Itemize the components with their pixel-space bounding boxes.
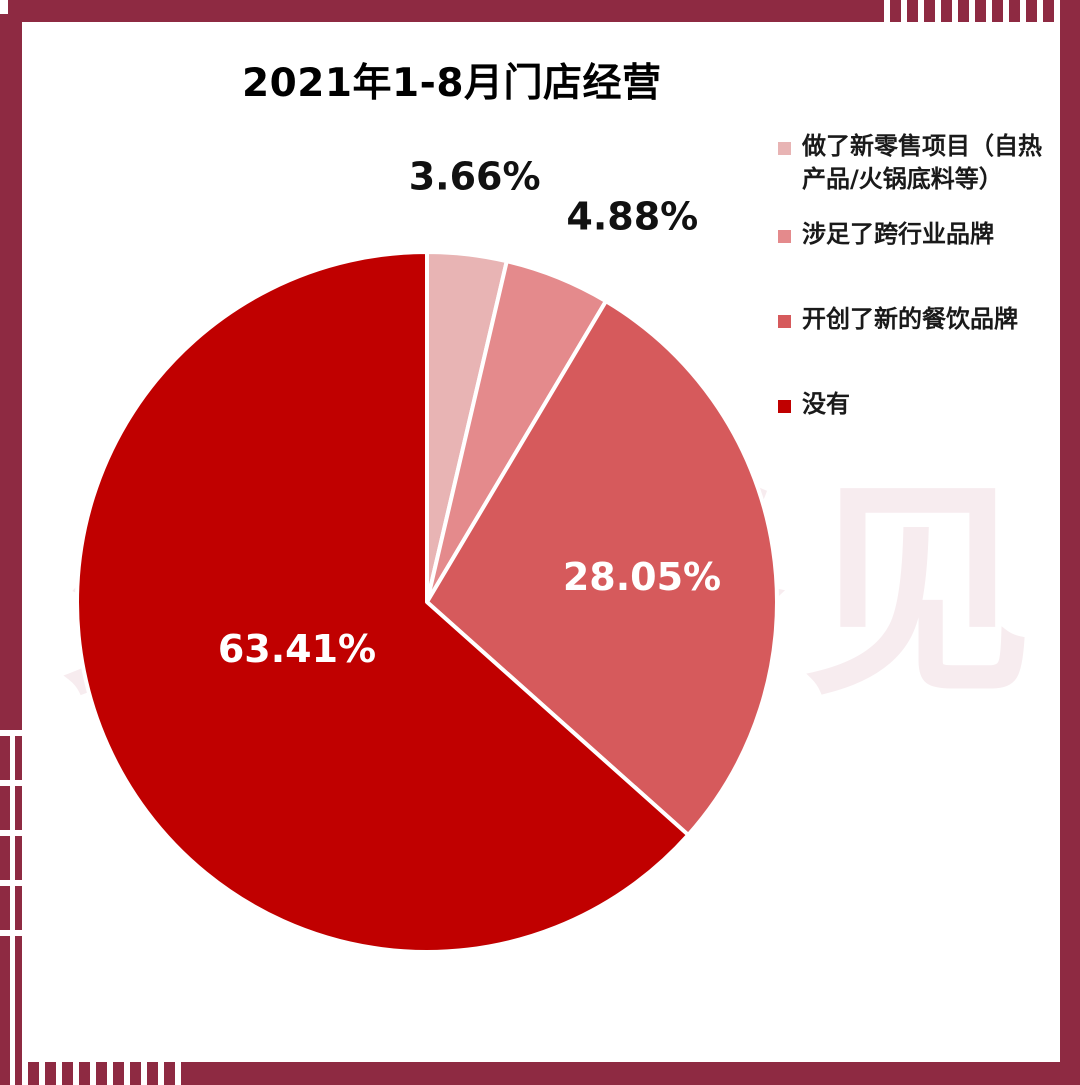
frame-stripe	[107, 1062, 113, 1085]
legend-label: 涉足了跨行业品牌	[802, 220, 994, 248]
frame-stripe	[1037, 0, 1043, 22]
slice-new-brand	[425, 299, 779, 837]
frame-stripe	[90, 1062, 96, 1085]
legend-label: 开创了新的餐饮品牌	[802, 305, 1018, 333]
frame-stripe	[952, 0, 958, 22]
legend-swatch	[778, 315, 791, 328]
data-label-new-brand: 28.05%	[563, 555, 721, 599]
frame-stripe	[969, 0, 975, 22]
frame-stripe	[175, 1062, 181, 1085]
frame-stripe	[935, 0, 941, 22]
frame-stripe	[0, 0, 8, 14]
frame-stripe	[22, 1062, 28, 1085]
legend-label: 做了新零售项目（自热产品/火锅底料等）	[802, 132, 1042, 193]
frame-stripe	[1054, 0, 1060, 22]
frame-stripe	[10, 730, 15, 1085]
frame-stripe	[39, 1062, 45, 1085]
data-label-cross-industry: 4.88%	[566, 195, 698, 239]
frame-stripe	[1020, 0, 1026, 22]
frame-stripe	[901, 0, 907, 22]
slice-none	[75, 250, 691, 954]
data-label-none: 63.41%	[218, 627, 376, 671]
frame-stripe	[73, 1062, 79, 1085]
frame-stripe	[141, 1062, 147, 1085]
frame-stripe	[124, 1062, 130, 1085]
legend-swatch	[778, 230, 791, 243]
frame-stripe	[158, 1062, 164, 1085]
chart-title: 2021年1-8月门店经营	[242, 61, 662, 106]
frame-stripe	[884, 0, 890, 22]
legend-swatch	[778, 142, 791, 155]
data-label-new-retail: 3.66%	[409, 155, 541, 199]
frame-stripe	[986, 0, 992, 22]
frame-stripe	[56, 1062, 62, 1085]
legend-label: 没有	[802, 390, 850, 418]
legend-swatch	[778, 400, 791, 413]
frame-stripe	[1003, 0, 1009, 22]
frame-stripe	[918, 0, 924, 22]
